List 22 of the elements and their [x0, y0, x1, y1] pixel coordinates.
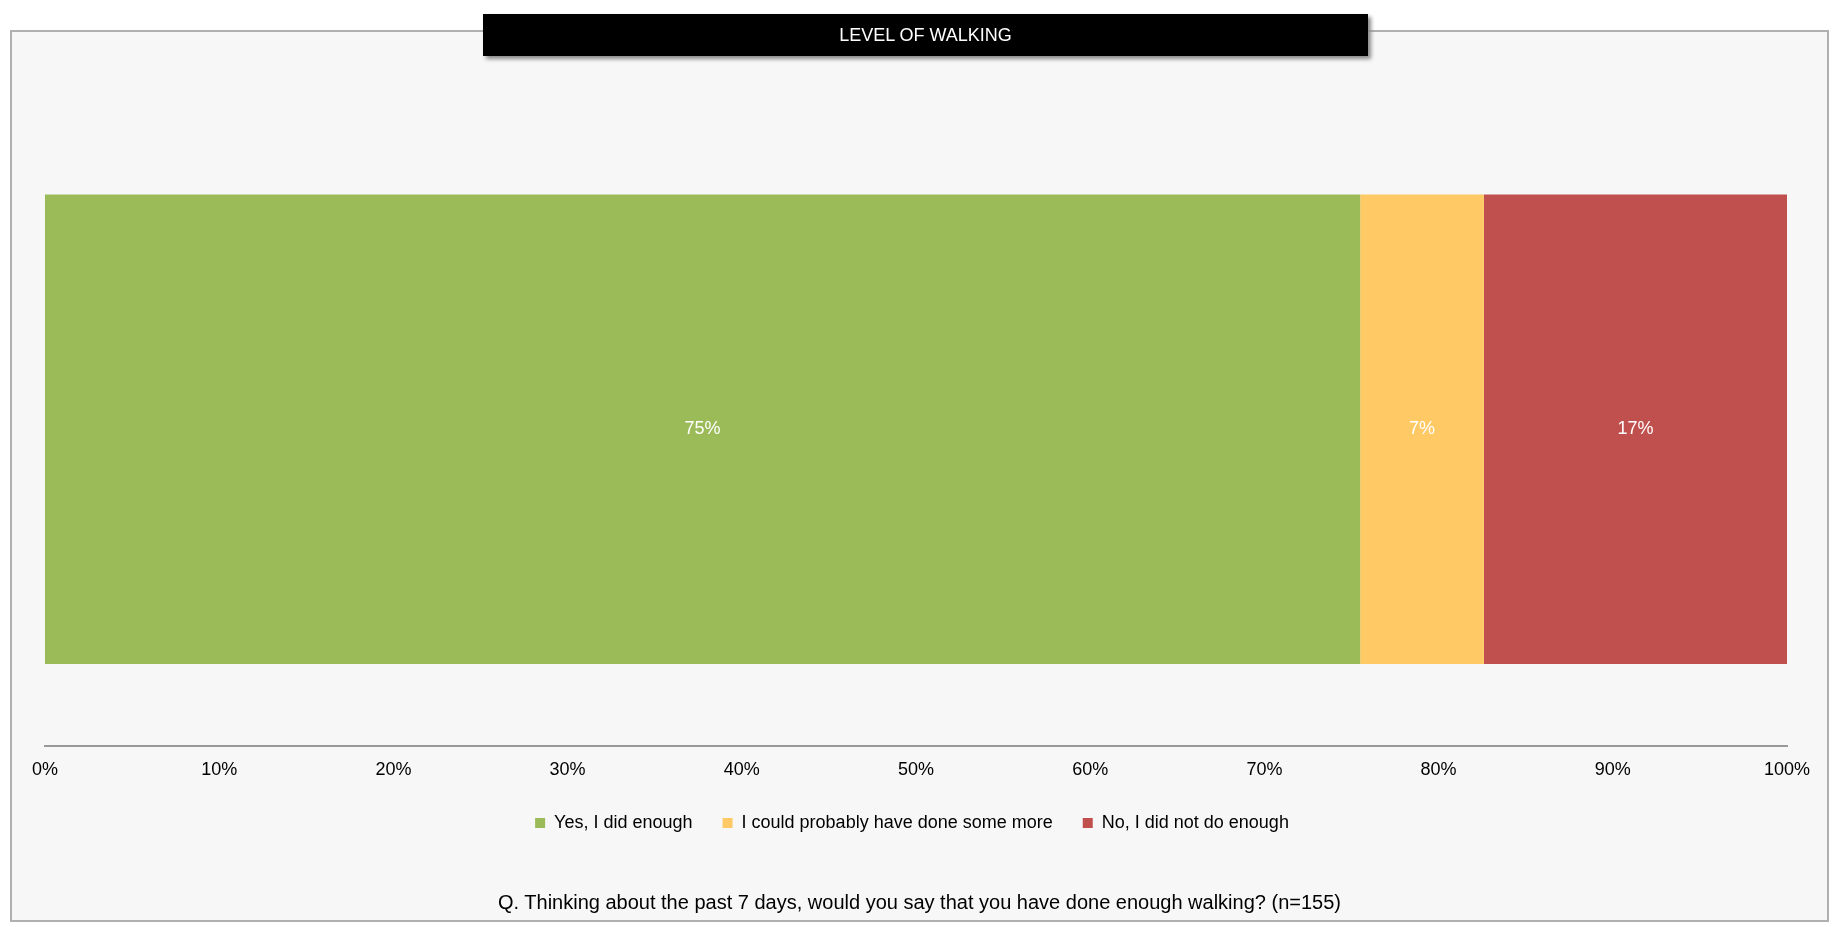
x-tick-label: 50% [897, 759, 935, 780]
text: Q. Thinking about the past 7 days, would you say that you have done enough walking? (n=155) [497, 891, 1342, 914]
x-tick-label: 30% [549, 759, 586, 780]
x-tick-label: 100% [1763, 759, 1811, 780]
x-tick-label: 70% [1246, 759, 1283, 780]
bar [1360, 194, 1484, 664]
chart-title: LEVEL OF WALKING [483, 14, 1368, 56]
x-tick-label: 60% [1072, 759, 1109, 780]
bar [45, 194, 1361, 664]
legend-label: I could probably have done some more [741, 811, 1053, 832]
x-tick-label: 0% [31, 759, 59, 780]
x-tick-label: 80% [1420, 759, 1457, 780]
x-tick-label: 40% [723, 759, 760, 780]
data-label: 17% [1617, 418, 1654, 439]
legend-label: Yes, I did enough [554, 811, 693, 832]
x-tick-label: 10% [201, 759, 238, 780]
data-label: 7% [1409, 418, 1436, 439]
data-label: 75% [684, 418, 721, 439]
legend-label: No, I did not do enough [1101, 811, 1289, 832]
bar [1483, 194, 1787, 664]
x-tick-label: 90% [1594, 759, 1631, 780]
x-tick-label: 20% [375, 759, 412, 780]
